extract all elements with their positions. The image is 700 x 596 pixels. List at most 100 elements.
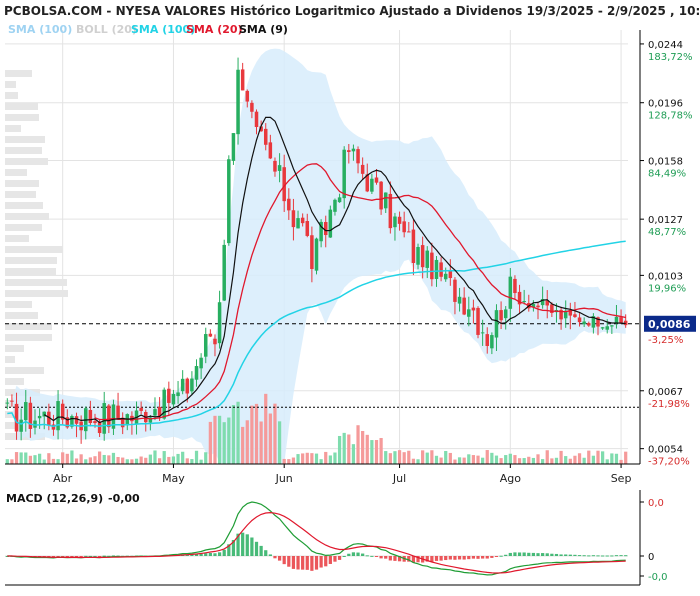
candle-body [337,197,342,203]
candle-body [323,222,328,236]
macd-histogram-bar [564,554,568,556]
macd-histogram-bar [619,555,623,557]
candle-body [600,327,605,329]
volume-bar [111,452,116,464]
candle-body [402,221,406,233]
volume-bar [33,455,37,464]
macd-histogram-bar [250,537,254,556]
volume-bar [448,452,452,464]
macd-histogram-bar [393,556,397,561]
price-pct-label: 48,77% [648,227,686,238]
macd-histogram-bar [305,556,309,570]
price-pct-label: -21,98% [648,399,690,410]
volume-bar [208,421,212,464]
candle-body [5,402,10,404]
candle-body [245,90,250,102]
macd-histogram-bar [434,556,439,561]
macd-histogram-bar [351,552,356,556]
candle-body [383,192,388,209]
volume-bar [171,456,176,464]
macd-histogram-bar [337,556,342,560]
candle-body [393,216,397,228]
candle-body [559,309,563,320]
macd-histogram-bar [481,556,485,559]
volume-bar [217,415,222,464]
volume-bar [268,413,272,464]
macd-histogram-bar [365,555,369,557]
volume-bar [568,458,572,464]
volume-bar [356,425,360,464]
candle-body [411,229,416,263]
volume-profile-bar [5,246,63,253]
candle-body [545,300,549,306]
macd-histogram-bar [545,553,549,556]
macd-histogram-bar [485,556,489,559]
candle-body [605,326,609,330]
candle-body [162,389,166,419]
candle-body [194,366,199,380]
volume-bar [121,457,125,464]
candle-body [490,335,494,349]
candle-body [102,403,106,434]
candle-body [111,404,116,429]
volume-profile-bar [5,213,49,220]
volume-bar [5,459,9,464]
candle-body [443,273,448,280]
candle-body [282,167,286,202]
macd-histogram-bar [107,555,111,557]
macd-histogram-bar [517,552,522,556]
macd-histogram-bar [213,553,217,556]
volume-bar [462,457,466,464]
candle-body [139,407,143,411]
volume-bar [273,403,277,464]
macd-histogram-bar [310,556,314,571]
macd-histogram-bar [471,556,476,559]
macd-histogram-bar [259,545,263,556]
macd-histogram-bar [314,556,319,570]
candle-body [453,279,457,302]
candle-body [14,403,19,432]
candle-body [171,393,176,405]
volume-bar [167,456,171,464]
volume-bar [416,459,420,464]
candle-body [540,299,545,306]
price-tick-label: 0,0158 [648,157,683,168]
candle-body [610,325,614,327]
macd-histogram-bar [462,556,466,560]
candle-body [314,238,319,271]
candle-body [93,421,97,424]
volume-bar [564,456,568,464]
candle-body [199,357,203,369]
volume-bar [379,438,383,464]
candle-body [513,278,517,294]
macd-histogram-bar [88,555,92,557]
candle-body [222,244,226,301]
volume-bar [453,459,457,464]
volume-profile-bar [5,114,39,121]
candle-body [213,338,217,345]
volume-bar [536,454,540,464]
macd-histogram-bar [467,556,471,560]
volume-bar [605,459,609,464]
candle-body [287,198,291,211]
macd-value: -0,00 [108,492,140,505]
macd-title: MACD (12,26,9) [6,492,103,505]
candle-body [125,414,130,426]
macd-histogram-bar [601,555,605,557]
candle-body [107,405,111,428]
moving-averages [7,116,626,428]
volume-bar [305,452,309,464]
volume-bars [5,393,628,464]
candle-body [420,245,425,268]
price-tick-label: 0,0127 [648,215,683,226]
volume-bar [185,458,189,464]
macd-histogram-bar [425,556,429,562]
volume-bar [61,452,65,464]
candle-body [305,221,310,236]
macd-signal-line [7,511,626,574]
macd-histogram-bar [282,556,286,565]
volume-bar [591,455,596,464]
macd-histogram-bar [277,556,282,561]
macd-histogram-bar [199,554,203,556]
